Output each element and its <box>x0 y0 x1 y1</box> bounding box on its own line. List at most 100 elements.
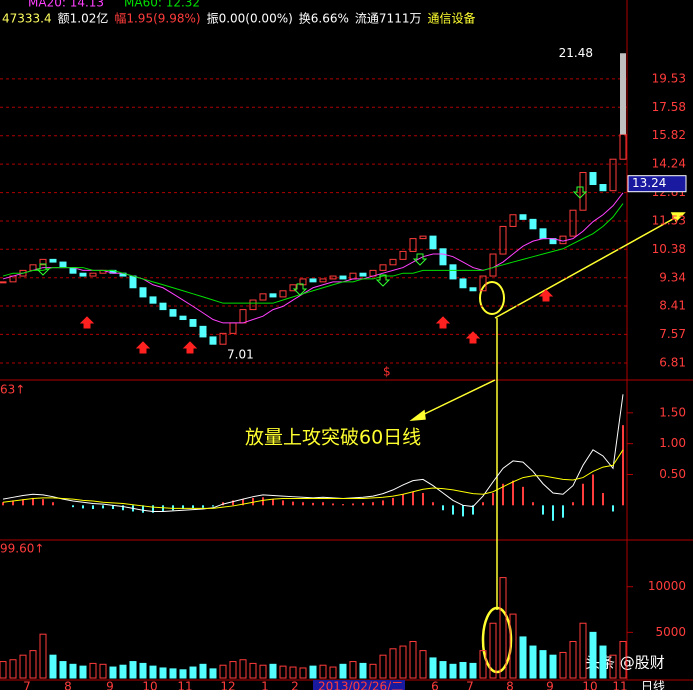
candle <box>249 299 257 311</box>
macd-bar <box>342 504 344 506</box>
macd-bar <box>212 505 214 507</box>
y-tick-label: 6.81 <box>659 355 686 369</box>
candle <box>289 284 297 292</box>
volume-bar <box>359 662 367 679</box>
macd-bar <box>452 505 454 515</box>
macd-bar <box>542 505 544 515</box>
candle <box>59 261 67 269</box>
macd-bar <box>432 502 434 506</box>
volume-bar <box>449 663 457 679</box>
signal-arrow <box>538 289 554 302</box>
volume-bar <box>389 648 397 679</box>
x-tick-label: 11 <box>177 680 192 690</box>
signal-arrow <box>79 316 95 329</box>
candle <box>79 272 87 277</box>
macd-bar <box>52 502 54 506</box>
macd-bar <box>392 497 394 506</box>
panel-label: 99.60↑ <box>0 542 44 556</box>
volume-bar <box>429 657 437 679</box>
candle <box>39 258 47 266</box>
quote-info: 流通7111万 <box>355 12 422 26</box>
x-tick-label: 8 <box>506 680 514 690</box>
low-label: 7.01 <box>227 348 254 362</box>
x-tick-label: 9 <box>546 680 554 690</box>
candle <box>149 296 157 304</box>
y-tick-label: 8.41 <box>659 299 686 313</box>
trend-line <box>494 213 683 319</box>
volume-bar <box>269 663 277 679</box>
candle <box>269 293 277 298</box>
macd-bar <box>12 500 14 506</box>
volume-bar <box>9 659 17 679</box>
macd-bar <box>552 505 554 521</box>
x-tick-label: 9 <box>106 680 114 690</box>
macd-bar <box>332 503 334 506</box>
macd-bar <box>402 494 404 506</box>
ma-legend: MA20: 14.13 <box>28 0 104 10</box>
macd-bar <box>532 502 534 506</box>
volume-bar <box>599 645 607 679</box>
volume-bar <box>529 645 537 679</box>
macd-bar <box>102 505 104 509</box>
quote-info: 幅1.95(9.98%) <box>114 11 200 26</box>
candle <box>199 325 207 338</box>
candle <box>579 172 587 211</box>
x-tick-label: 7 <box>23 680 31 690</box>
candle <box>519 214 527 220</box>
macd-bar <box>572 502 574 506</box>
y-tick-label: 14.24 <box>652 157 686 171</box>
volume-bar <box>279 665 287 679</box>
macd-bar <box>152 505 154 513</box>
volume-bar <box>99 663 107 679</box>
volume-bar <box>19 654 27 679</box>
x-tick-label: 2 <box>291 680 299 690</box>
signal-arrow <box>135 341 151 354</box>
x-tick-label: 7 <box>466 680 474 690</box>
candle <box>599 184 607 192</box>
candle <box>89 272 97 277</box>
volume-bar <box>159 667 167 679</box>
macd-bar <box>22 499 24 506</box>
volume-bar <box>579 622 587 679</box>
x-tick-label: 12 <box>220 680 235 690</box>
candle <box>479 275 487 292</box>
volume-bar <box>469 662 477 679</box>
volume-bar <box>459 661 467 679</box>
macd-bar <box>142 505 144 513</box>
volume-bar <box>499 577 507 679</box>
macd-bar <box>512 480 514 506</box>
arrow-head <box>409 409 426 421</box>
candle <box>219 332 227 345</box>
volume-bar <box>489 622 497 679</box>
volume-bar <box>589 631 597 679</box>
signal-arrow <box>35 263 51 276</box>
period-label: 日线 <box>641 680 665 690</box>
candle <box>259 293 267 301</box>
quote-info: 通信设备 <box>427 12 475 26</box>
candle <box>389 258 397 266</box>
macd-bar <box>362 502 364 506</box>
macd-bar <box>32 497 34 506</box>
volume-bar <box>49 654 57 679</box>
macd-bar <box>622 425 624 506</box>
y-tick-label: 19.53 <box>652 71 686 85</box>
x-tick-label: 1 <box>261 680 269 690</box>
candle <box>429 235 437 250</box>
indicator-line <box>2 394 624 512</box>
macd-bar <box>272 499 274 506</box>
volume-bar <box>439 661 447 679</box>
candle <box>129 275 137 289</box>
volume-bar <box>259 664 267 679</box>
candle <box>399 250 407 260</box>
candle <box>179 315 187 321</box>
last-price: 13.24 <box>632 176 666 190</box>
macd-bar <box>472 505 474 515</box>
pointer-line <box>411 379 496 421</box>
candle <box>449 264 457 280</box>
volume-bar <box>229 661 237 679</box>
candle <box>509 214 517 227</box>
watermark: 头条 @股财 <box>585 654 665 672</box>
y-tick-label: 5000 <box>655 625 686 639</box>
volume-bar <box>289 666 297 679</box>
